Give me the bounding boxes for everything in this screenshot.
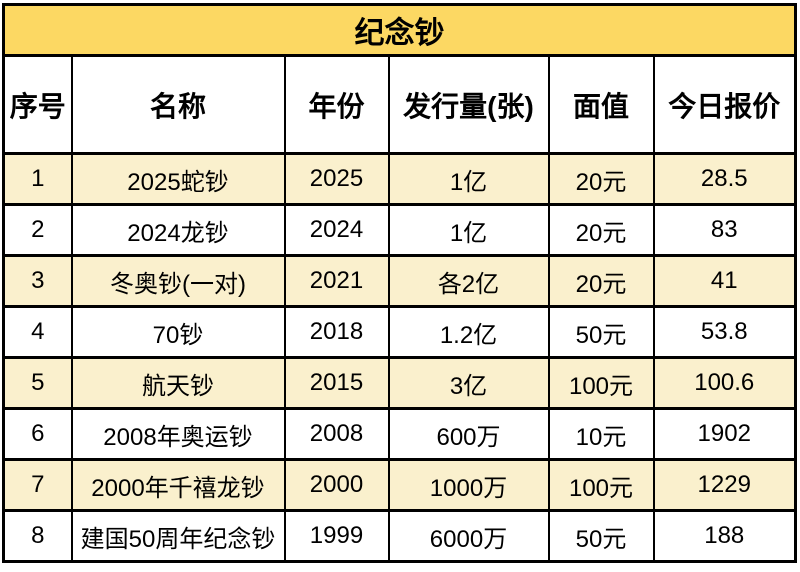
column-header-today-price: 今日报价 <box>652 54 797 155</box>
table-body: 1 2025蛇钞 2025 1亿 20元 28.5 2 2024龙钞 2024 1亿 20元 83 3 冬… <box>2 152 797 563</box>
cell-index: 5 <box>2 356 73 410</box>
cell-name: 航天钞 <box>70 356 286 410</box>
cell-year: 2015 <box>283 356 390 410</box>
cell-year: 2024 <box>283 203 390 257</box>
cell-name: 70钞 <box>70 305 286 359</box>
column-header-year: 年份 <box>283 54 390 155</box>
column-header-name: 名称 <box>70 54 286 155</box>
data-table: 纪念钞 序号 名称 年份 发行量(张) 面值 今日报价 1 2025蛇钞 2025 1… <box>2 3 797 563</box>
table-row: 7 2000年千禧龙钞 2000 1000万 100元 1229 <box>2 458 797 512</box>
cell-face-value: 20元 <box>547 152 655 206</box>
cell-index: 6 <box>2 407 73 461</box>
table-row: 2 2024龙钞 2024 1亿 20元 83 <box>2 203 797 257</box>
cell-name: 2024龙钞 <box>70 203 286 257</box>
table-row: 4 70钞 2018 1.2亿 50元 53.8 <box>2 305 797 359</box>
cell-today-price: 1229 <box>652 458 797 512</box>
cell-index: 3 <box>2 254 73 308</box>
cell-today-price: 41 <box>652 254 797 308</box>
cell-name: 冬奥钞(一对) <box>70 254 286 308</box>
cell-index: 8 <box>2 509 73 563</box>
cell-circulation: 各2亿 <box>387 254 550 308</box>
cell-circulation: 1亿 <box>387 203 550 257</box>
column-header-face-value: 面值 <box>547 54 655 155</box>
cell-year: 2021 <box>283 254 390 308</box>
cell-year: 2018 <box>283 305 390 359</box>
cell-index: 2 <box>2 203 73 257</box>
cell-face-value: 100元 <box>547 356 655 410</box>
table-row: 1 2025蛇钞 2025 1亿 20元 28.5 <box>2 152 797 206</box>
table-row: 6 2008年奥运钞 2008 600万 10元 1902 <box>2 407 797 461</box>
cell-face-value: 10元 <box>547 407 655 461</box>
cell-index: 4 <box>2 305 73 359</box>
cell-index: 7 <box>2 458 73 512</box>
cell-today-price: 100.6 <box>652 356 797 410</box>
table-row: 5 航天钞 2015 3亿 100元 100.6 <box>2 356 797 410</box>
cell-name: 2008年奥运钞 <box>70 407 286 461</box>
cell-today-price: 1902 <box>652 407 797 461</box>
cell-year: 1999 <box>283 509 390 563</box>
cell-today-price: 188 <box>652 509 797 563</box>
cell-year: 2008 <box>283 407 390 461</box>
cell-face-value: 100元 <box>547 458 655 512</box>
title-row: 纪念钞 <box>2 3 797 57</box>
commemorative-banknote-table: 纪念钞 序号 名称 年份 发行量(张) 面值 今日报价 1 2025蛇钞 2025 1… <box>2 3 797 563</box>
cell-circulation: 1000万 <box>387 458 550 512</box>
cell-today-price: 28.5 <box>652 152 797 206</box>
cell-name: 2000年千禧龙钞 <box>70 458 286 512</box>
cell-face-value: 20元 <box>547 254 655 308</box>
cell-face-value: 20元 <box>547 203 655 257</box>
column-header-circulation: 发行量(张) <box>387 54 550 155</box>
cell-index: 1 <box>2 152 73 206</box>
page-title: 纪念钞 <box>2 3 797 57</box>
cell-circulation: 3亿 <box>387 356 550 410</box>
cell-today-price: 83 <box>652 203 797 257</box>
cell-circulation: 600万 <box>387 407 550 461</box>
cell-year: 2025 <box>283 152 390 206</box>
cell-name: 建国50周年纪念钞 <box>70 509 286 563</box>
header-row: 序号 名称 年份 发行量(张) 面值 今日报价 <box>2 54 797 155</box>
cell-face-value: 50元 <box>547 305 655 359</box>
cell-circulation: 6000万 <box>387 509 550 563</box>
table-row: 8 建国50周年纪念钞 1999 6000万 50元 188 <box>2 509 797 563</box>
cell-circulation: 1.2亿 <box>387 305 550 359</box>
cell-name: 2025蛇钞 <box>70 152 286 206</box>
cell-circulation: 1亿 <box>387 152 550 206</box>
cell-today-price: 53.8 <box>652 305 797 359</box>
cell-face-value: 50元 <box>547 509 655 563</box>
cell-year: 2000 <box>283 458 390 512</box>
table-row: 3 冬奥钞(一对) 2021 各2亿 20元 41 <box>2 254 797 308</box>
column-header-index: 序号 <box>2 54 73 155</box>
